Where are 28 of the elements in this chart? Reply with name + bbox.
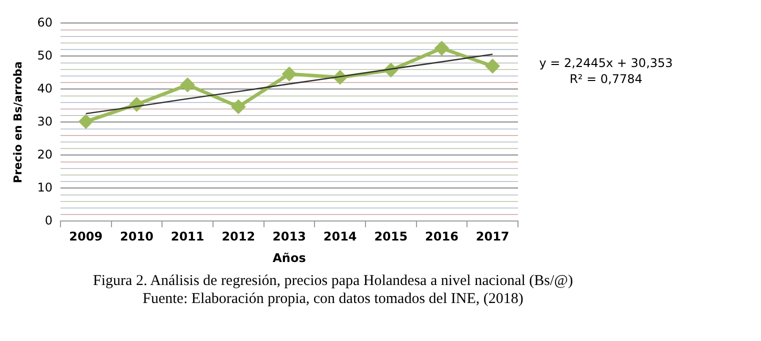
x-tick-label: 2013 [272, 230, 306, 244]
x-axis-title: Años [272, 250, 306, 265]
text: y = 2,2445x + 30,353 [539, 56, 673, 70]
y-tick-label: 0 [44, 213, 52, 228]
x-tick-label: 2017 [476, 230, 510, 244]
x-tick-label: 2011 [170, 230, 204, 244]
x-tick-label: 2015 [374, 230, 408, 244]
x-tick-label: 2010 [120, 230, 154, 244]
y-tick-label: 40 [37, 81, 52, 96]
y-axis-title: Precio en Bs/arroba [11, 61, 24, 184]
point [486, 59, 500, 73]
y-tick-label: 30 [37, 114, 52, 128]
point [434, 42, 448, 56]
point [282, 67, 296, 81]
y-tick-label: 50 [37, 48, 52, 62]
x-tick-label: 2009 [69, 230, 103, 244]
y-tick-label: 20 [37, 147, 52, 162]
y-tick-label: 60 [37, 15, 52, 30]
point [180, 78, 194, 92]
x-tick-label: 2016 [425, 230, 458, 244]
y-tick-label: 10 [37, 180, 52, 194]
source-note: Fuente: Elaboración propia, con datos tomados del INE, (2018) [142, 290, 524, 308]
point [232, 100, 246, 114]
x-tick-label: 2014 [323, 230, 357, 244]
point [79, 114, 93, 128]
text: Figura 2. Análisis de regresión, precios papa Holandesa a nivel nacional (Bs/@) [92, 272, 574, 290]
x-tick-label: 2012 [222, 230, 256, 244]
text: R² = 0,7784 [570, 72, 642, 86]
